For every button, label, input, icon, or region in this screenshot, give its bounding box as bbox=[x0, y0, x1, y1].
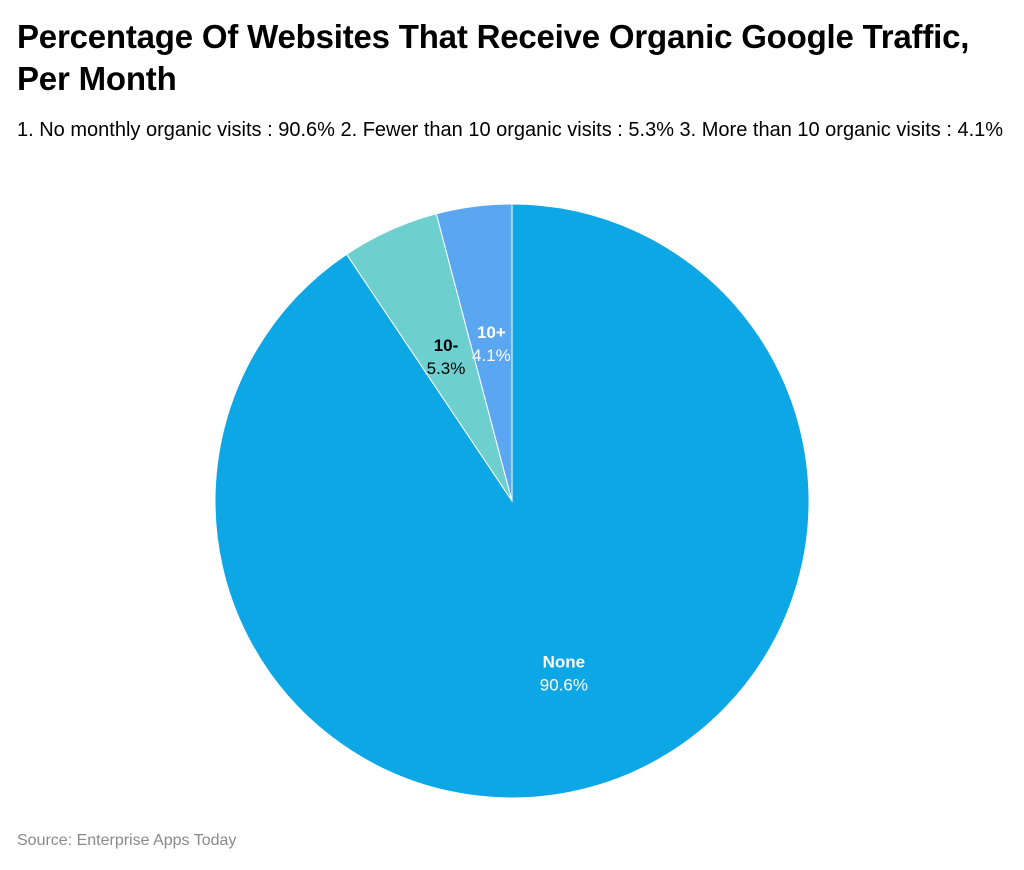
pie-slice-value-3: 4.1% bbox=[472, 346, 511, 365]
chart-title: Percentage Of Websites That Receive Orga… bbox=[17, 18, 970, 97]
pie-slice-label-1: None 90.6% bbox=[540, 652, 588, 694]
pie-slice-name-2: 10- bbox=[434, 336, 459, 355]
pie-slice-labels: None 90.6% 10- 5.3% 10+ 4.1% bbox=[427, 323, 588, 695]
pie-slice-value-1: 90.6% bbox=[540, 675, 588, 694]
chart-subtitle: 1. No monthly organic visits : 90.6% 2. … bbox=[17, 119, 1004, 141]
pie-slice-name-3: 10+ bbox=[477, 323, 506, 342]
pie-slice-label-2: 10- 5.3% bbox=[427, 336, 466, 378]
pie-slice-value-2: 5.3% bbox=[427, 359, 466, 378]
pie-slice-label-3: 10+ 4.1% bbox=[472, 323, 511, 365]
pie-slices bbox=[214, 203, 810, 799]
pie-slice-name-1: None bbox=[543, 652, 586, 671]
pie-slice-3 bbox=[435, 203, 513, 502]
source-note: Source: Enterprise Apps Today bbox=[17, 832, 237, 849]
